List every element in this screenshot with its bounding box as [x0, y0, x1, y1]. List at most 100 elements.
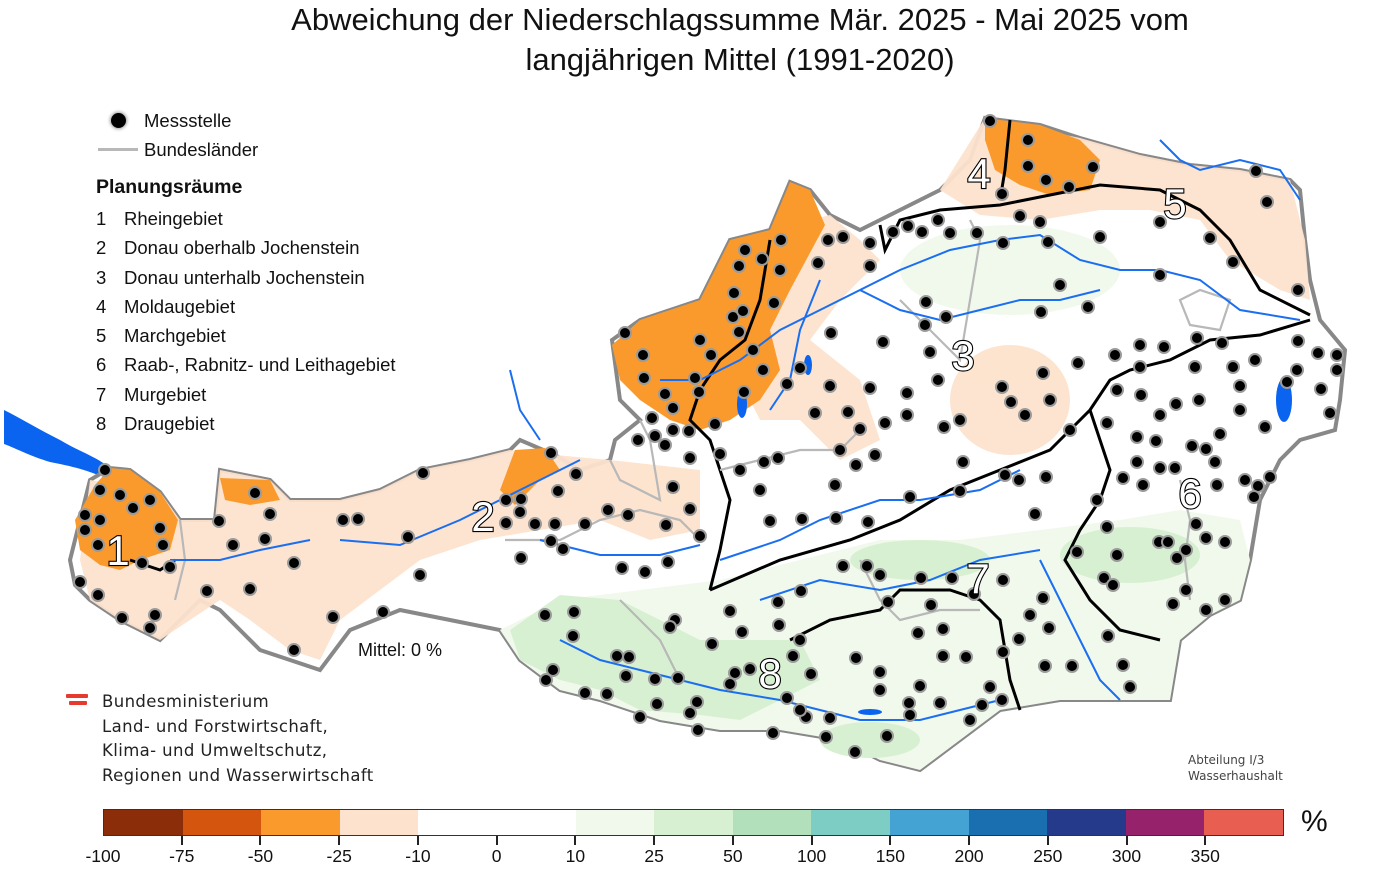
- planning-area-number: 6: [96, 354, 107, 376]
- planning-area-item: 6 Raab-, Rabnitz- und Leithagebiet: [96, 350, 396, 379]
- colorbar-tick: [495, 836, 498, 845]
- planning-area-name: Rheingebiet: [124, 208, 223, 229]
- planning-area-item: 4 Moldaugebiet: [96, 292, 396, 321]
- colorbar-segment: [339, 810, 419, 835]
- colorbar-tick-label: -75: [169, 846, 195, 866]
- colorbar-unit: %: [1301, 805, 1328, 838]
- planning-area-number: 3: [96, 266, 107, 288]
- planning-area-name: Donau oberhalb Jochenstein: [124, 237, 360, 259]
- region-label-1: 1: [106, 527, 129, 574]
- colorbar-segment: [418, 810, 497, 835]
- ministry-line-2: Land- und Forstwirtschaft,: [102, 716, 329, 736]
- colorbar-segment: [1047, 810, 1126, 835]
- planning-area-item: 7 Murgebiet: [96, 380, 396, 409]
- colorbar-tick: [1204, 836, 1207, 845]
- colorbar-tick: [180, 836, 183, 845]
- planning-area-item: 2 Donau oberhalb Jochenstein: [96, 233, 396, 262]
- austria-flag-icon: [66, 694, 88, 708]
- colorbar-ticks: [103, 836, 1284, 846]
- colorbar-segment: [654, 810, 733, 835]
- region-labels: 1 2 3 4 5 6 7 8: [105, 149, 1203, 698]
- colorbar-tick-labels: -100 -75 -50 -25 -10 0 10 25 50 100 150 200 250 300 35…: [85, 846, 1284, 868]
- colorbar-tick-label: 10: [565, 846, 586, 866]
- colorbar-tick-label: -10: [405, 846, 431, 866]
- colorbar-segment: [104, 810, 183, 835]
- title-line-2: langjährigen Mittel (1991-2020): [525, 42, 955, 77]
- colorbar-tick-label: -100: [85, 846, 121, 866]
- colorbar-tick: [1046, 836, 1049, 845]
- colorbar-tick-label: -50: [247, 846, 274, 866]
- map-title: Abweichung der Niederschlagssumme Mär. 2…: [200, 0, 1280, 80]
- colorbar-tick-label: 250: [1033, 846, 1063, 866]
- department-line-1: Abteilung I/3: [1188, 753, 1265, 767]
- planning-area-name: Donau unterhalb Jochenstein: [124, 266, 365, 288]
- region-label-2: 2: [471, 493, 494, 540]
- legend-border: Bundesländer: [92, 135, 396, 164]
- colorbar-tick-label: -25: [326, 846, 352, 866]
- planning-area-number: 2: [96, 237, 107, 259]
- planning-area-number: 4: [96, 295, 107, 317]
- legend-border-label: Bundesländer: [144, 138, 259, 160]
- colorbar-segment: [889, 810, 969, 835]
- mean-label: Mittel: 0 %: [358, 640, 443, 660]
- title-line-1: Abweichung der Niederschlagssumme Mär. 2…: [291, 2, 1189, 37]
- colorbar-tick-label: 100: [796, 846, 827, 866]
- colorbar-tick: [731, 836, 734, 845]
- region-label-6: 6: [1178, 470, 1201, 517]
- colorbar-tick-label: 50: [723, 846, 743, 866]
- lake-woerthersee: [858, 709, 882, 715]
- department-line-2: Wasserhaushalt: [1188, 769, 1283, 783]
- planning-area-item: 8 Draugebiet: [96, 409, 396, 438]
- lake-neusiedl: [1276, 378, 1292, 422]
- ministry-logo: Bundesministerium Land- und Forstwirtsch…: [66, 690, 374, 788]
- colorbar-tick: [889, 836, 892, 845]
- colorbar-segment: [496, 810, 576, 835]
- region-label-3: 3: [951, 332, 974, 379]
- colorbar-tick: [574, 836, 577, 845]
- colorbar-tick: [416, 836, 419, 845]
- state-border-line-icon: [98, 148, 138, 151]
- planning-area-number: 1: [96, 208, 107, 229]
- colorbar-segment: [1204, 810, 1283, 835]
- region-label-7: 7: [966, 555, 989, 602]
- ministry-line-3: Klima- und Umweltschutz,: [102, 741, 328, 760]
- colorbar-segment: [732, 810, 812, 835]
- planning-area-item: 5 Marchgebiet: [96, 321, 396, 350]
- lake-bodensee: [4, 410, 112, 480]
- colorbar-tick-label: 0: [491, 846, 502, 866]
- station-dots: [73, 114, 1344, 759]
- department-label: Abteilung I/3 Wasserhaushalt: [1188, 752, 1283, 784]
- colorbar-tick-label: 200: [954, 846, 984, 866]
- colorbar-tick: [653, 836, 656, 845]
- region-label-5: 5: [1163, 180, 1186, 227]
- ministry-line-4: Regionen und Wasserwirtschaft: [102, 765, 374, 785]
- colorbar-segment: [1125, 810, 1205, 835]
- planning-area-name: Marchgebiet: [124, 325, 226, 347]
- planning-area-name: Moldaugebiet: [124, 295, 236, 317]
- planning-area-name: Raab-, Rabnitz- und Leithagebiet: [124, 354, 396, 376]
- planning-area-item: 3 Donau unterhalb Jochenstein: [96, 263, 396, 292]
- colorbar-tick-label: 150: [875, 846, 905, 866]
- planning-area-number: 8: [96, 413, 107, 435]
- colorbar-tick: [1125, 836, 1128, 845]
- colorbar-tick-label: 25: [644, 846, 664, 866]
- austria-map: 1 2 3 4 5 6 7 8: [4, 114, 1348, 773]
- region-label-4: 4: [967, 150, 990, 197]
- colorbar: [103, 809, 1284, 836]
- colorbar-tick: [338, 836, 341, 845]
- planning-area-item: 1 Rheingebiet: [96, 204, 396, 233]
- colorbar-segment: [182, 810, 262, 835]
- colorbar-segment: [575, 810, 655, 835]
- legend-station: Messstelle: [92, 106, 396, 135]
- colorbar-tick: [968, 836, 971, 845]
- rivers: [170, 139, 1301, 721]
- colorbar-tick-label: 350: [1190, 846, 1220, 866]
- station-dot-icon: [110, 113, 126, 128]
- ministry-line-1: Bundesministerium: [102, 692, 270, 711]
- planning-area-name: Murgebiet: [124, 383, 207, 405]
- colorbar-tick: [810, 836, 813, 845]
- colorbar-segment: [968, 810, 1048, 835]
- planning-area-number: 5: [96, 325, 107, 347]
- colorbar-segment: [261, 810, 340, 835]
